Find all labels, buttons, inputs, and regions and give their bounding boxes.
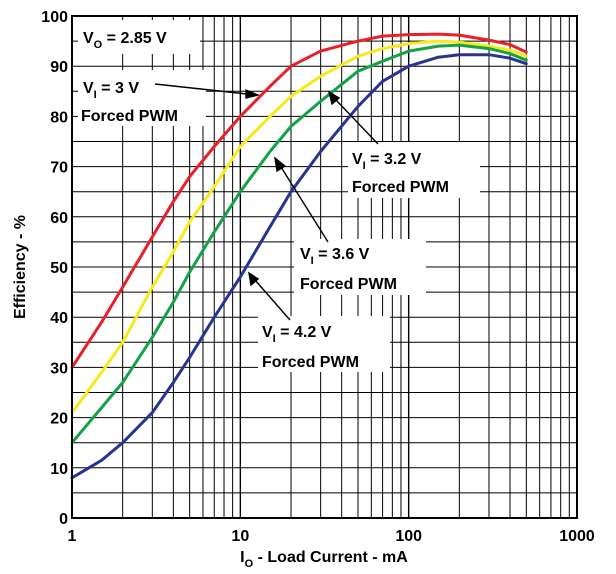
annotation-box-3v: [78, 70, 206, 126]
x-tick-label: 1: [68, 528, 77, 545]
y-tick-label: 90: [50, 59, 68, 76]
title-box: [78, 20, 200, 54]
y-tick-labels: 0 10 20 30 40 50 60 70 80 90 100: [41, 9, 68, 528]
y-tick-label: 0: [59, 511, 68, 528]
annotation-3-6v-line1: VI = 3.6 V: [300, 246, 370, 267]
annotation-3-2v-line1: VI = 3.2 V: [352, 151, 422, 172]
series-line-1: [70, 32, 528, 369]
arrow-4-2v-head: [248, 271, 260, 287]
arrow-4-2v: [254, 279, 291, 321]
annotation-4-2v-line1: VI = 4.2 V: [262, 324, 332, 345]
series-line-2: [70, 39, 528, 415]
annotation-3-2v-line2: Forced PWM: [352, 179, 449, 196]
arrow-3v-head: [245, 88, 261, 99]
y-tick-label: 80: [50, 109, 68, 126]
y-tick-label: 40: [50, 310, 68, 327]
annotation-3-6v-line2: Forced PWM: [300, 276, 397, 293]
y-tick-label: 30: [50, 360, 68, 377]
annotation-3v-line1: VI = 3 V: [83, 80, 139, 101]
series-line-3: [70, 43, 528, 445]
y-tick-label: 10: [50, 461, 68, 478]
y-tick-label: 50: [50, 260, 68, 277]
series-line-4: [70, 53, 528, 480]
annotation-arrows: [154, 83, 379, 321]
arrow-3-6v-head: [274, 156, 287, 173]
y-tick-label: 60: [50, 210, 68, 227]
plot-frame: [71, 15, 578, 519]
chart-series: [70, 32, 528, 480]
arrow-3v: [154, 83, 248, 95]
x-tick-label: 100: [395, 528, 422, 545]
title-box-label: VO = 2.85 V: [83, 30, 167, 51]
arrow-3-2v: [335, 99, 379, 145]
annotation-box-4-2v: [258, 316, 390, 372]
annotation-box-3-2v: [348, 142, 480, 198]
arrow-3-2v-head: [327, 90, 341, 106]
y-tick-label: 70: [50, 160, 68, 177]
arrow-3-6v: [280, 166, 329, 243]
x-tick-labels: 1 10 100 1000: [68, 528, 595, 545]
y-tick-label: 20: [50, 411, 68, 428]
x-tick-label: 10: [231, 528, 249, 545]
y-tick-label: 100: [41, 9, 68, 26]
annotation-box-3-6v: [294, 239, 426, 295]
annotation-3v-line2: Forced PWM: [81, 108, 178, 125]
x-axis-title: IO - Load Current - mA: [240, 549, 408, 570]
annotation-4-2v-line2: Forced PWM: [262, 354, 359, 371]
y-axis-title: Efficiency - %: [12, 215, 29, 319]
x-tick-label: 1000: [559, 528, 595, 545]
